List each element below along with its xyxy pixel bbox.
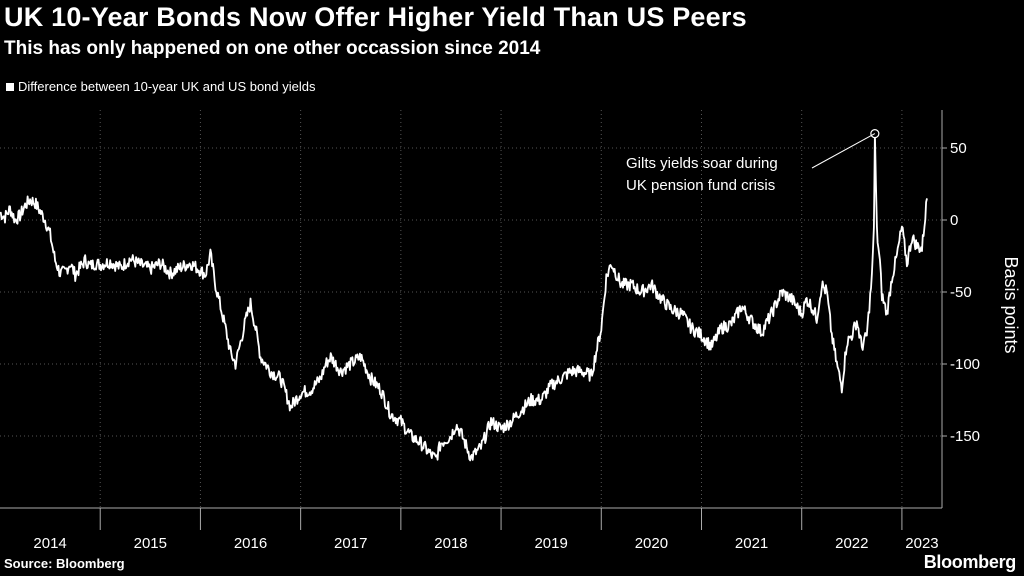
x-tick-label: 2023 — [905, 535, 938, 552]
y-axis: 50 0 -50 -100 -150 — [942, 140, 980, 445]
x-tick-label: 2020 — [635, 535, 668, 552]
x-tick-label: 2022 — [835, 535, 868, 552]
series-line — [0, 132, 928, 462]
x-tick-label: 2014 — [33, 535, 66, 552]
x-tick-label: 2021 — [735, 535, 768, 552]
legend: Difference between 10-year UK and US bon… — [6, 79, 316, 94]
x-tick-label: 2019 — [534, 535, 567, 552]
x-tick-label: 2015 — [134, 535, 167, 552]
chart-subtitle: This has only happened on one other occa… — [4, 38, 541, 59]
y-axis-label: Basis points — [1001, 256, 1021, 353]
y-tick-label: -50 — [950, 284, 972, 301]
y-tick-label: -100 — [950, 356, 980, 373]
chart-title: UK 10-Year Bonds Now Offer Higher Yield … — [4, 2, 747, 32]
x-axis: 2014 2015 2016 2017 2018 2019 2020 2021 2022 2023 — [33, 508, 939, 552]
annotation-leader-line — [811, 133, 876, 169]
y-tick-label: -150 — [950, 428, 980, 445]
y-tick-label: 50 — [950, 140, 967, 157]
x-tick-label: 2018 — [434, 535, 467, 552]
y-tick-label: 0 — [950, 212, 958, 229]
legend-label: Difference between 10-year UK and US bon… — [18, 79, 316, 94]
source-note: Source: Bloomberg — [4, 556, 125, 571]
annotation-text: Gilts yields soar during — [626, 155, 778, 172]
x-tick-label: 2016 — [234, 535, 267, 552]
annotation-text: UK pension fund crisis — [626, 177, 775, 194]
x-tick-label: 2017 — [334, 535, 367, 552]
legend-swatch — [6, 82, 14, 91]
annotation: Gilts yields soar during UK pension fund … — [626, 129, 880, 194]
bloomberg-logo: Bloomberg — [923, 552, 1017, 572]
